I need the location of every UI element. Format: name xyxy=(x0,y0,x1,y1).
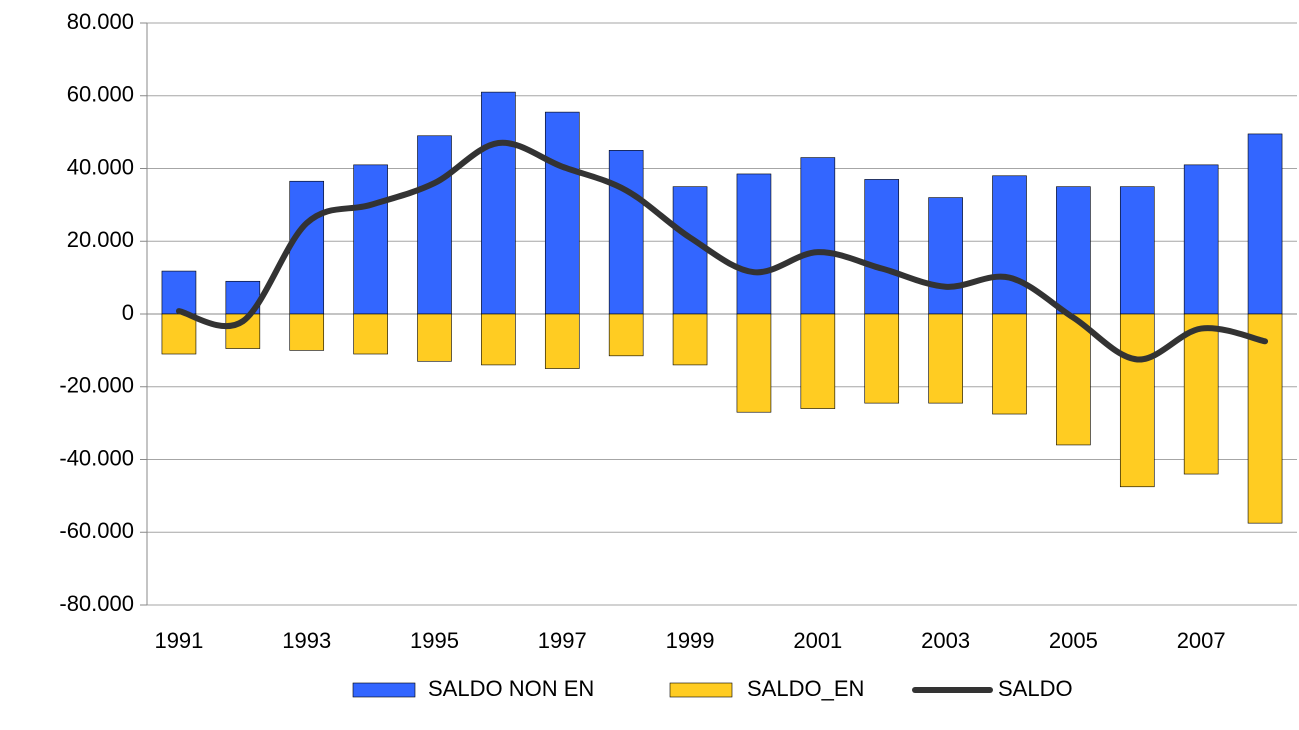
x-tick-label: 1997 xyxy=(538,628,587,653)
bar xyxy=(1183,313,1219,475)
legend-label: SALDO_EN xyxy=(747,676,864,701)
bar xyxy=(672,186,708,315)
y-tick-label: -80.000 xyxy=(59,591,134,616)
bar xyxy=(1247,133,1283,315)
x-tick-label: 2007 xyxy=(1177,628,1226,653)
y-tick-label: 80.000 xyxy=(67,9,134,34)
bar xyxy=(289,313,325,351)
x-tick-label: 1993 xyxy=(282,628,331,653)
x-tick-label: 1995 xyxy=(410,628,459,653)
bar xyxy=(992,175,1027,315)
bar xyxy=(1056,313,1091,446)
bar xyxy=(481,91,516,315)
legend-label: SALDO xyxy=(998,676,1073,701)
bar xyxy=(992,313,1027,415)
bar xyxy=(417,135,452,315)
bar xyxy=(289,180,325,315)
bar xyxy=(353,164,388,315)
x-tick-label: 2001 xyxy=(793,628,842,653)
y-tick-label: -20.000 xyxy=(59,373,134,398)
bar xyxy=(800,157,836,315)
bar xyxy=(928,313,963,404)
bar xyxy=(417,313,452,362)
bar xyxy=(544,313,580,369)
x-tick-label: 1991 xyxy=(154,628,203,653)
y-tick-label: 60.000 xyxy=(67,82,134,107)
bar xyxy=(1119,313,1155,488)
bar xyxy=(353,313,388,355)
legend-swatch xyxy=(352,682,416,698)
y-tick-label: 20.000 xyxy=(67,227,134,252)
bar xyxy=(1119,186,1155,315)
bar xyxy=(736,313,772,413)
bar xyxy=(800,313,836,409)
bar xyxy=(928,197,963,315)
bar xyxy=(1056,186,1091,315)
x-tick-label: 2003 xyxy=(921,628,970,653)
bar xyxy=(864,313,900,404)
bar xyxy=(161,270,197,315)
y-tick-label: -60.000 xyxy=(59,518,134,543)
bar xyxy=(1247,313,1283,524)
x-tick-label: 1999 xyxy=(666,628,715,653)
bar xyxy=(864,179,900,315)
y-tick-label: -40.000 xyxy=(59,445,134,470)
bar xyxy=(672,313,708,366)
x-tick-label: 2005 xyxy=(1049,628,1098,653)
bar xyxy=(481,313,516,366)
bar xyxy=(161,313,197,355)
bar xyxy=(608,313,644,357)
line xyxy=(175,139,1269,363)
bar xyxy=(544,111,580,315)
bar xyxy=(608,150,644,315)
legend-label: SALDO NON EN xyxy=(428,676,594,701)
legend-swatch xyxy=(669,682,733,698)
bar xyxy=(736,173,772,315)
y-tick-label: 0 xyxy=(122,300,134,325)
bar xyxy=(1183,164,1219,315)
y-tick-label: 40.000 xyxy=(67,154,134,179)
